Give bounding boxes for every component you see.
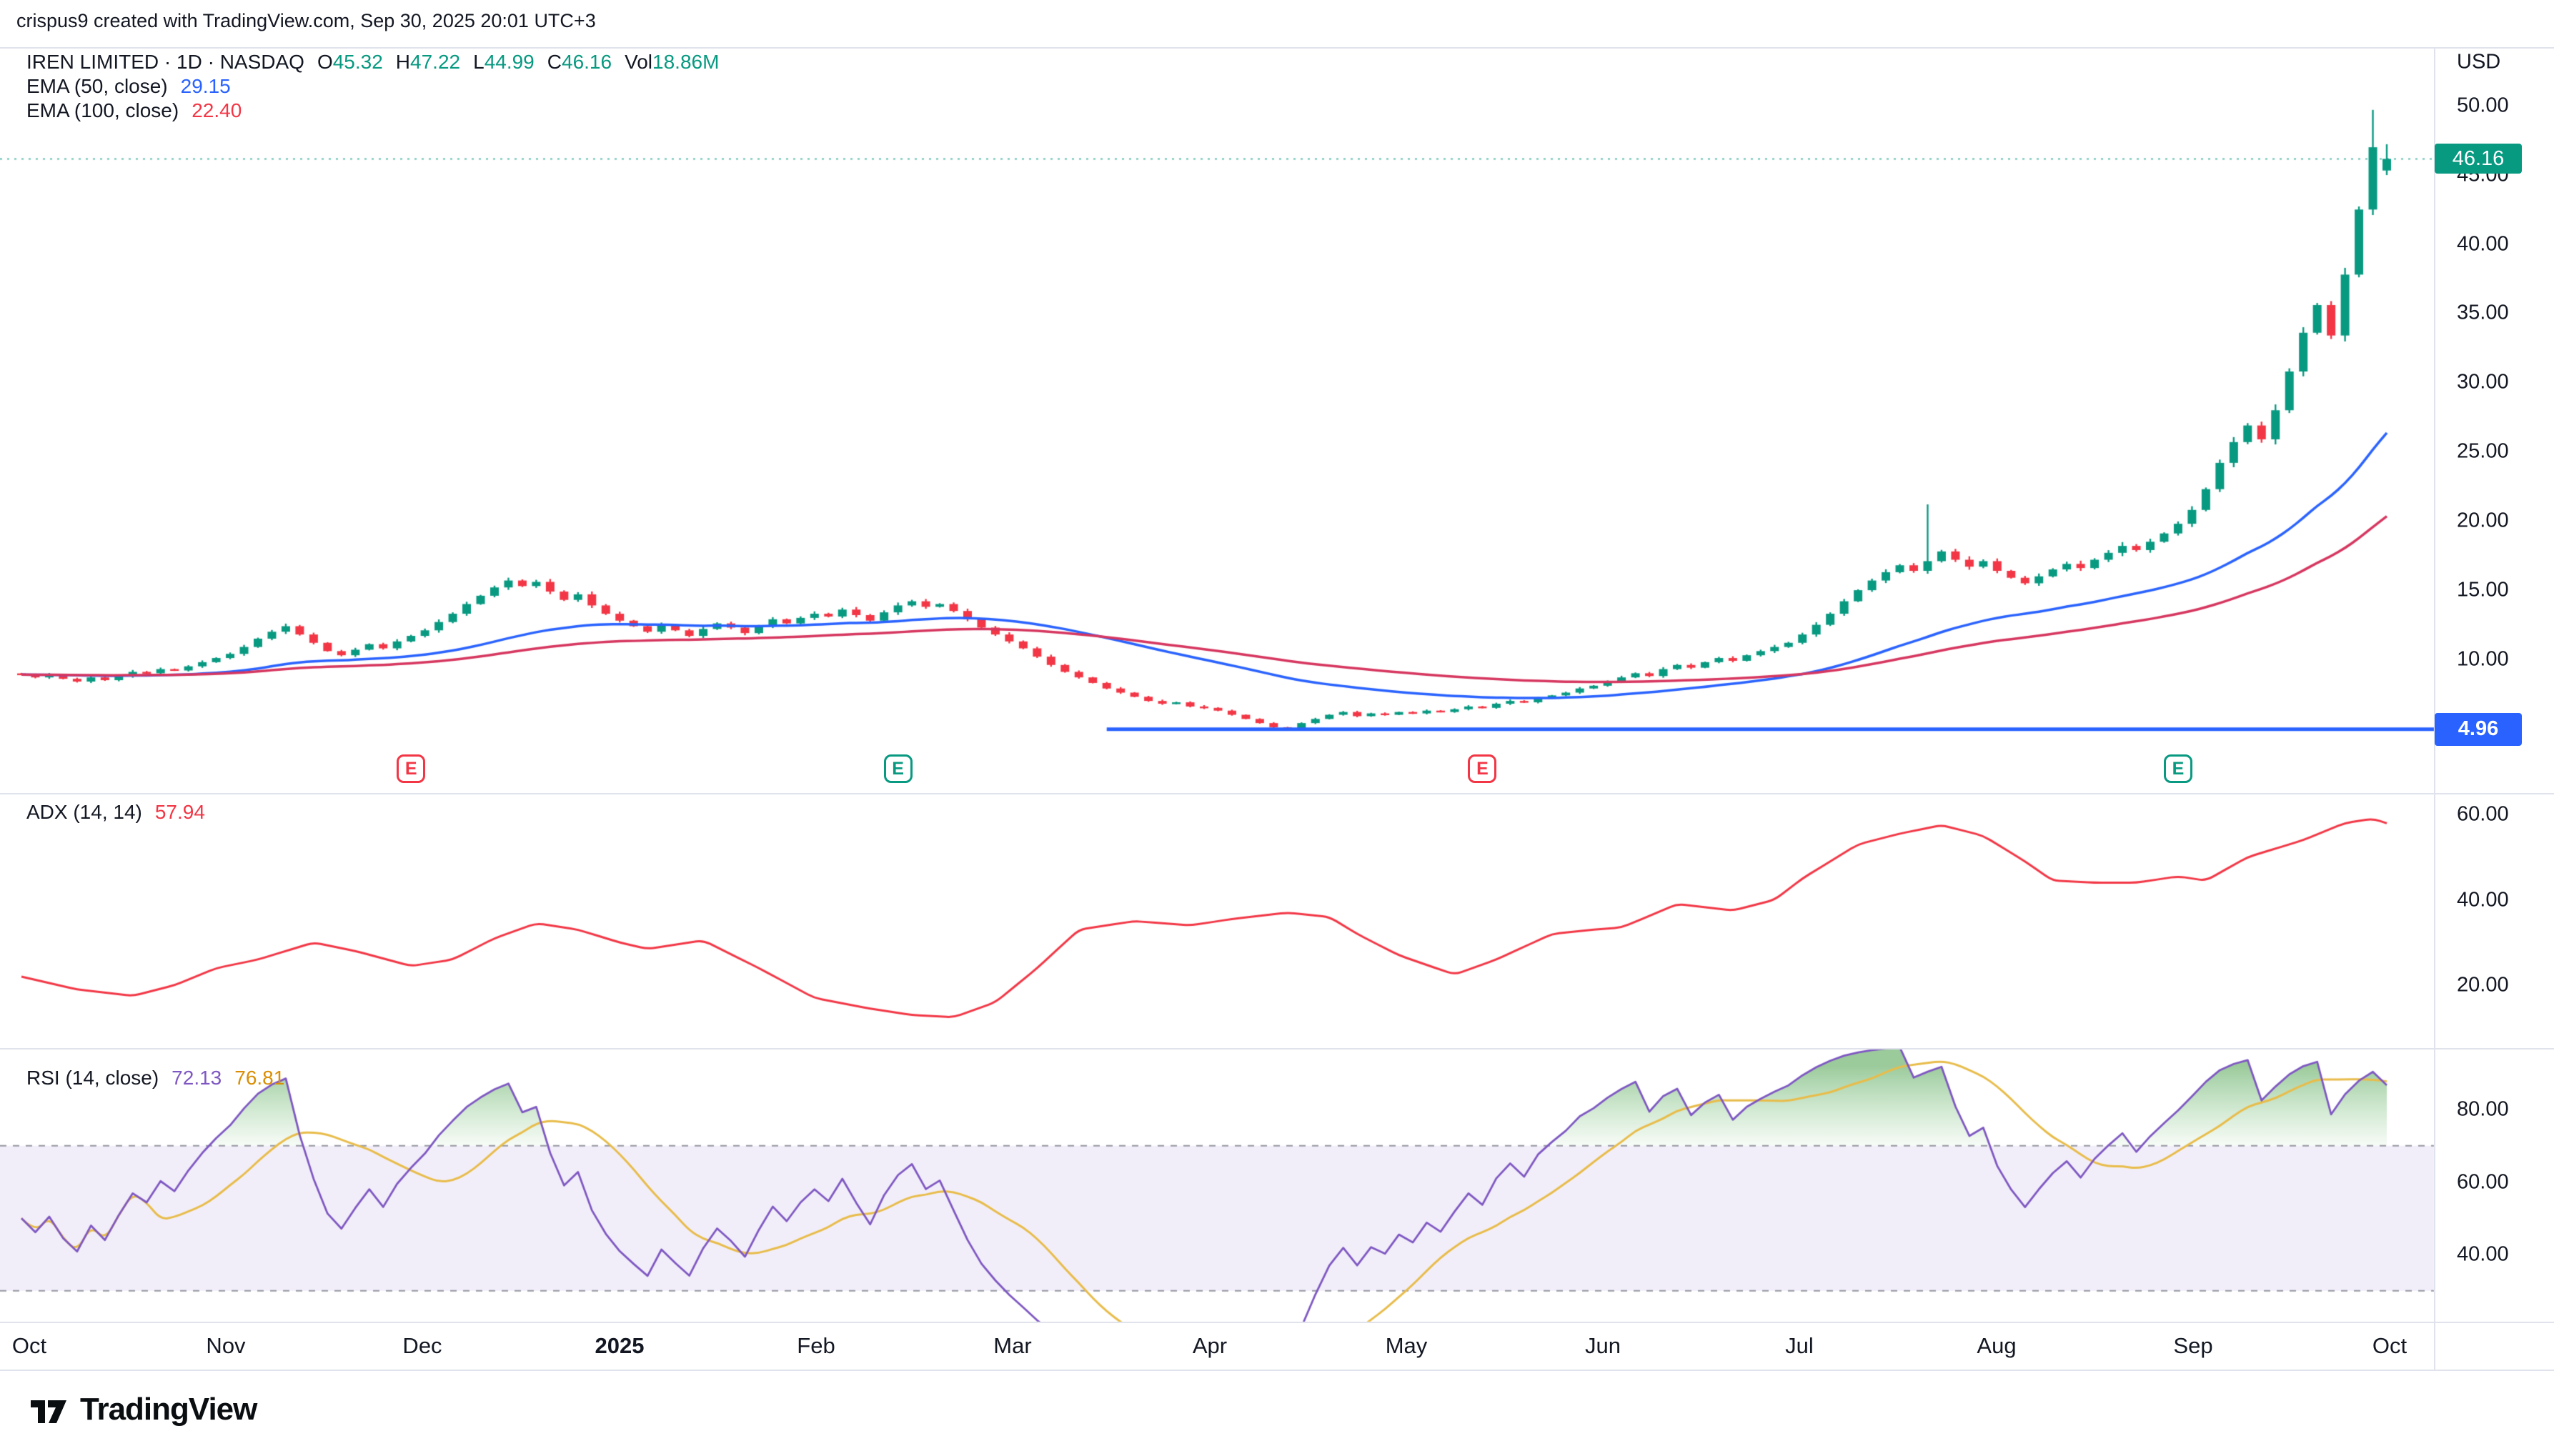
adx-tick: 20.00: [2457, 973, 2509, 997]
rsi-tick: 60.00: [2457, 1170, 2509, 1194]
rsi-tick: 80.00: [2457, 1097, 2509, 1121]
last-price-label: 46.16: [2435, 144, 2522, 174]
support-price-label: 4.96: [2435, 712, 2522, 746]
ema100-label: EMA (100, close): [26, 99, 179, 121]
currency-label: USD: [2457, 50, 2501, 74]
time-label: Dec: [402, 1333, 442, 1358]
adx-value: 57.94: [154, 801, 205, 823]
high-value: H 47.22: [395, 51, 461, 73]
adx-tick: 40.00: [2457, 888, 2509, 912]
earnings-marker-icon[interactable]: E: [1468, 754, 1497, 783]
time-label: Mar: [993, 1333, 1032, 1358]
earnings-marker-icon[interactable]: E: [883, 754, 913, 783]
symbol-legend[interactable]: IREN LIMITED · 1D · NASDAQ O 45.32 H 47.22…: [26, 50, 719, 74]
time-label: May: [1385, 1333, 1428, 1358]
rsi-value: 72.13: [172, 1067, 222, 1089]
time-label: Aug: [1977, 1333, 2017, 1358]
time-label: Apr: [1192, 1333, 1228, 1358]
rsi-label: RSI (14, close): [26, 1067, 159, 1089]
price-axis-border: [2434, 47, 2435, 1370]
ema50-value: 29.15: [180, 75, 231, 97]
low-value: L 44.99: [473, 51, 535, 73]
ema100-value: 22.40: [192, 99, 242, 121]
symbol-title[interactable]: IREN LIMITED · 1D · NASDAQ: [26, 51, 304, 73]
earnings-marker-icon[interactable]: E: [2163, 754, 2192, 783]
adx-legend[interactable]: ADX (14, 14) 57.94: [26, 800, 205, 824]
rsi-ma-value: 76.81: [234, 1067, 285, 1089]
close-value: C 46.16: [547, 51, 612, 73]
time-label: Feb: [797, 1333, 835, 1358]
time-label: Oct: [11, 1333, 47, 1358]
price-tick: 30.00: [2457, 370, 2509, 394]
pane-separator-adx[interactable]: [0, 793, 2554, 794]
time-label: Jun: [1585, 1333, 1621, 1358]
rsi-tick: 40.00: [2457, 1242, 2509, 1266]
price-tick: 50.00: [2457, 94, 2509, 117]
adx-tick: 60.00: [2457, 802, 2509, 826]
time-label: Nov: [206, 1333, 246, 1358]
brand-wordmark: TradingView: [80, 1392, 257, 1427]
time-axis-border: [0, 1322, 2554, 1323]
time-label: Sep: [2173, 1333, 2213, 1358]
price-tick: 20.00: [2457, 509, 2509, 532]
price-tick: 15.00: [2457, 578, 2509, 602]
time-label: Oct: [2372, 1333, 2408, 1358]
price-tick: 35.00: [2457, 301, 2509, 324]
volume-value: Vol 18.86M: [625, 51, 720, 73]
price-tick: 25.00: [2457, 439, 2509, 463]
rsi-legend[interactable]: RSI (14, close) 72.13 76.81: [26, 1066, 284, 1090]
chart-bottom-border: [0, 1370, 2554, 1371]
chart-top-border: [0, 47, 2554, 49]
adx-label: ADX (14, 14): [26, 801, 142, 823]
tradingview-logo-icon: [31, 1400, 66, 1423]
ema50-label: EMA (50, close): [26, 75, 168, 97]
tradingview-footer[interactable]: TradingView: [29, 1392, 257, 1427]
time-label-year: 2025: [595, 1333, 645, 1358]
time-label: Jul: [1785, 1333, 1814, 1358]
price-tick: 40.00: [2457, 232, 2509, 256]
price-tick: 10.00: [2457, 647, 2509, 671]
earnings-marker-icon[interactable]: E: [397, 754, 426, 783]
ema50-legend[interactable]: EMA (50, close) 29.15: [26, 74, 231, 99]
pane-separator-rsi[interactable]: [0, 1048, 2554, 1049]
ema100-legend[interactable]: EMA (100, close) 22.40: [26, 99, 242, 123]
open-value: O 45.32: [317, 51, 383, 73]
